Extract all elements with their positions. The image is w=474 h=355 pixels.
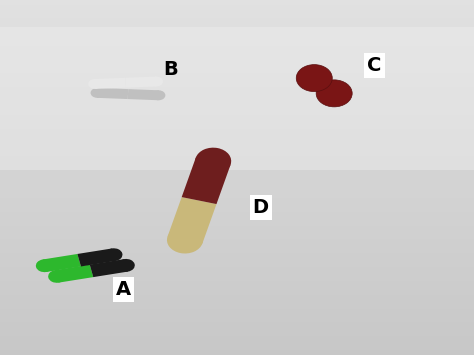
Text: A: A	[116, 280, 131, 299]
Circle shape	[316, 80, 352, 107]
Bar	[90, 259, 128, 277]
Ellipse shape	[150, 77, 163, 87]
Ellipse shape	[48, 270, 65, 283]
Bar	[77, 248, 116, 267]
Bar	[94, 78, 126, 89]
Bar	[97, 88, 128, 99]
Ellipse shape	[105, 248, 122, 261]
Bar	[55, 264, 93, 283]
Ellipse shape	[195, 148, 231, 175]
Bar	[128, 89, 159, 100]
Text: D: D	[253, 198, 269, 217]
Text: B: B	[163, 60, 178, 79]
Bar	[182, 158, 230, 204]
Bar	[43, 254, 81, 272]
Bar	[125, 77, 157, 88]
Circle shape	[296, 65, 332, 92]
Ellipse shape	[91, 88, 104, 98]
Ellipse shape	[88, 79, 101, 89]
Ellipse shape	[152, 90, 165, 100]
Ellipse shape	[167, 226, 203, 253]
Ellipse shape	[118, 259, 135, 272]
Ellipse shape	[36, 260, 53, 272]
Bar	[168, 197, 217, 244]
Text: C: C	[367, 56, 382, 75]
